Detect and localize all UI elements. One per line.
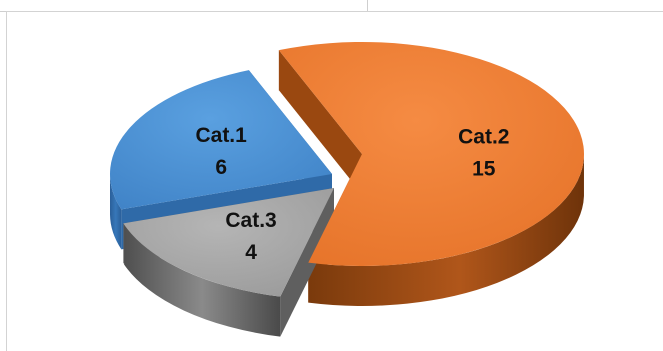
slice-label-value: 6 <box>215 156 227 179</box>
slice-label-category: Cat.1 <box>195 124 247 147</box>
slice-Cat.1-side <box>110 174 122 250</box>
slice-label-category: Cat.2 <box>458 126 509 149</box>
slice-Cat.1 <box>110 70 333 210</box>
pie-tops <box>110 42 584 297</box>
slice-Cat.3 <box>123 188 335 297</box>
slice-label-category: Cat.3 <box>225 209 276 232</box>
slice-Cat.2-cut-face-0 <box>278 50 362 194</box>
slice-label-value: 4 <box>245 241 257 264</box>
pie-chart: Cat.2 15 Cat.1 6 Cat.3 4 <box>110 42 584 337</box>
slice-Cat.3-side <box>124 224 281 337</box>
slice-Cat.2-side <box>308 155 584 306</box>
slice-label-value: 15 <box>472 158 496 181</box>
slice-Cat.2 <box>278 42 584 266</box>
pie-labels: Cat.2 15 Cat.1 6 Cat.3 4 <box>195 124 509 264</box>
